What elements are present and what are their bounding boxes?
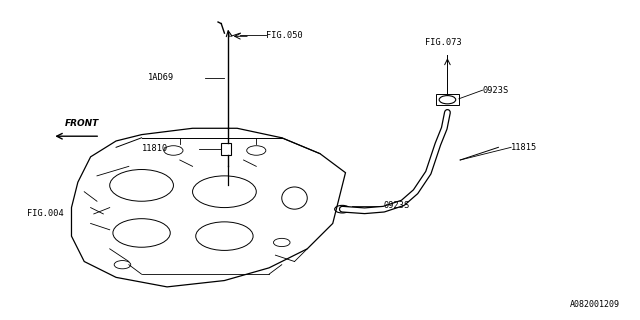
Text: 0923S: 0923S	[483, 86, 509, 95]
Bar	[221, 143, 231, 155]
Text: 11815: 11815	[511, 143, 538, 152]
Text: FRONT: FRONT	[65, 119, 99, 128]
Text: 0923S: 0923S	[384, 202, 410, 211]
Text: A082001209: A082001209	[570, 300, 620, 309]
Text: FIG.073: FIG.073	[425, 38, 462, 47]
Bar	[436, 94, 459, 105]
Text: FIG.004: FIG.004	[27, 209, 63, 219]
Text: 1AD69: 1AD69	[148, 73, 174, 82]
Text: FIG.050: FIG.050	[266, 31, 303, 40]
Text: 11810: 11810	[141, 144, 168, 153]
